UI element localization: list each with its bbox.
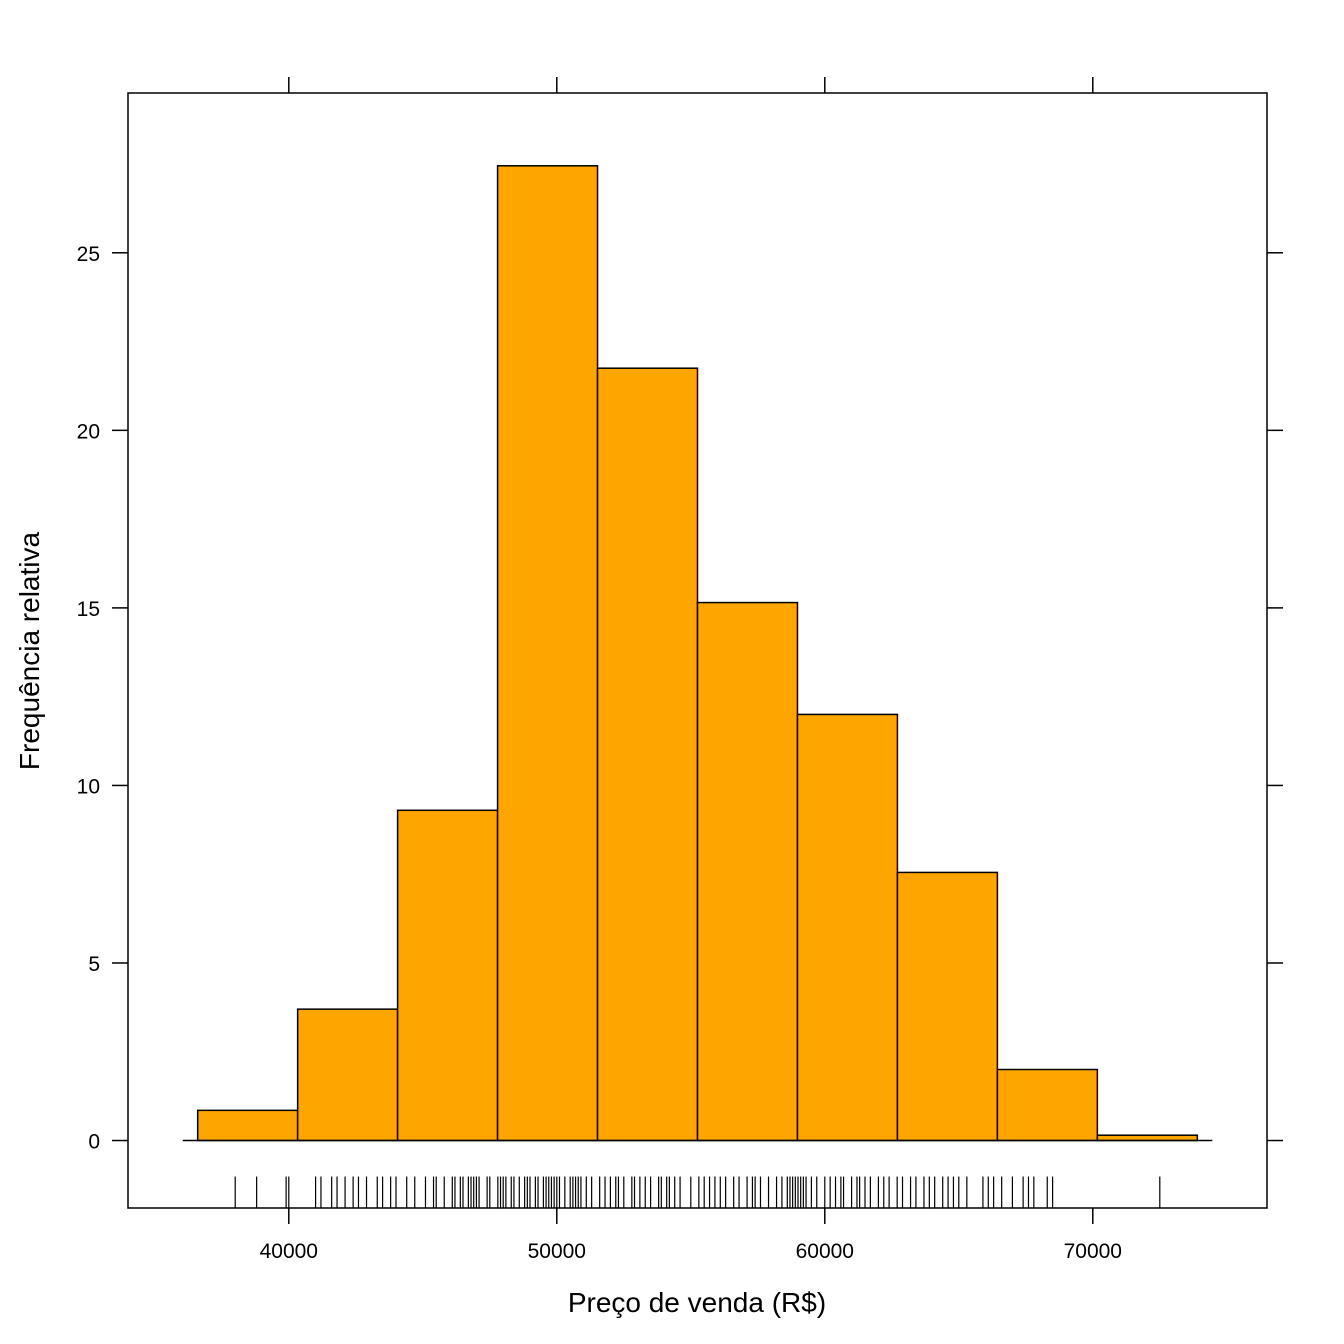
- panel-frame: [127, 92, 1268, 1209]
- ticks-layer: 40000 50000 60000 70000 0 5 10 15 20 25: [77, 77, 1283, 1263]
- x-tick-label: 50000: [528, 1240, 586, 1263]
- y-tick-label: 5: [88, 953, 100, 976]
- histogram-bar: [596, 367, 699, 1142]
- histogram-bar: [796, 713, 899, 1142]
- histogram-bar: [196, 1109, 299, 1142]
- histogram-bar: [696, 601, 799, 1142]
- x-axis-label: Preço de venda (R$): [568, 1287, 826, 1318]
- histogram-bar: [996, 1068, 1099, 1142]
- histogram-bar: [396, 809, 499, 1142]
- x-tick-label: 70000: [1064, 1240, 1122, 1263]
- y-tick-label: 15: [77, 598, 100, 621]
- histogram-bar: [296, 1008, 399, 1142]
- histogram-bar: [496, 165, 599, 1142]
- y-axis-label: Frequência relativa: [14, 532, 45, 771]
- y-tick-label: 20: [77, 420, 100, 443]
- histogram-bar: [1096, 1134, 1199, 1142]
- x-tick-label: 60000: [796, 1240, 854, 1263]
- rug-layer: [234, 1176, 1161, 1209]
- bars-layer: [196, 165, 1199, 1142]
- y-tick-label: 0: [88, 1131, 100, 1154]
- x-tick-label: 40000: [260, 1240, 318, 1263]
- y-tick-label: 25: [77, 243, 100, 266]
- histogram-bar: [896, 871, 999, 1142]
- y-tick-label: 10: [77, 775, 100, 798]
